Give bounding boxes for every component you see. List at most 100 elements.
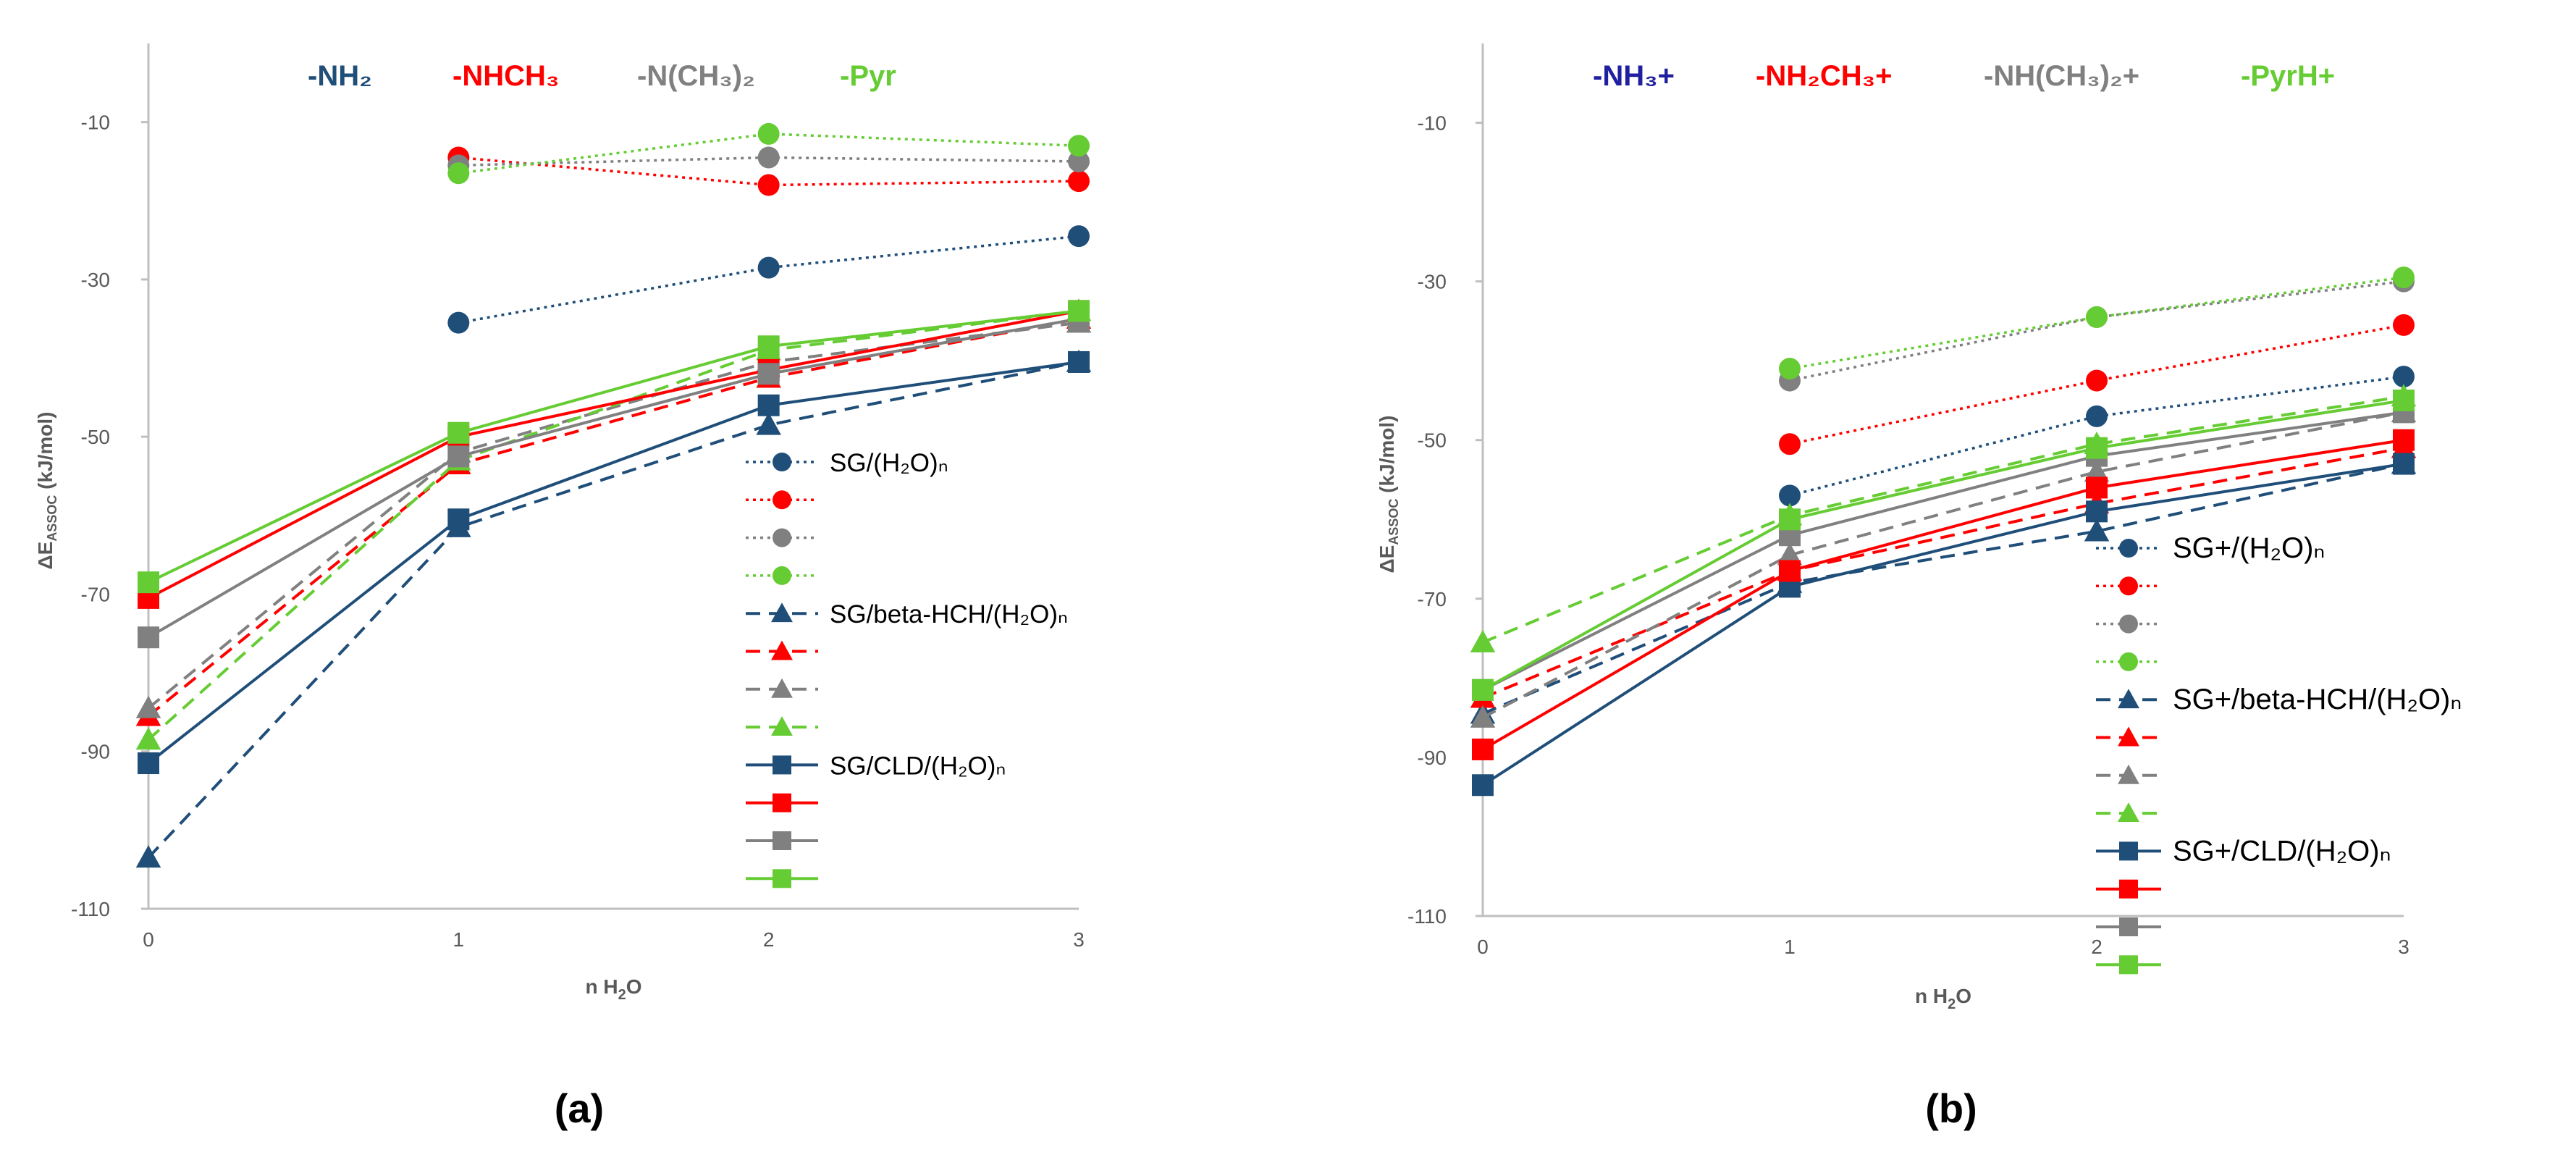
y-tick-label: -90 <box>81 741 110 763</box>
panel-label: (b) <box>1925 1085 1977 1131</box>
data-point <box>757 146 780 169</box>
y-tick-label: -70 <box>81 583 110 605</box>
x-tick-label: 2 <box>763 928 775 951</box>
y-axis-label: ΔEASSOC (kJ/mol) <box>34 412 59 570</box>
series-line <box>458 156 1079 167</box>
y-tick-label: -10 <box>81 112 110 134</box>
legend-marker <box>2118 689 2139 709</box>
data-point <box>757 174 780 196</box>
series-line <box>147 361 1079 859</box>
legend-marker <box>771 640 793 660</box>
x-axis-label-main: n H <box>585 975 618 998</box>
series-group-title: -NH₃+ <box>1593 60 1675 92</box>
data-point <box>2086 405 2108 427</box>
legend-marker <box>2119 652 2138 671</box>
data-point <box>138 571 159 594</box>
data-point <box>1068 225 1090 248</box>
legend-marker <box>773 566 791 585</box>
legend: SG+/(H₂O)ₙ SG+/beta-HCH/(H₂O)ₙ SG+/CLD/(H₂… <box>2096 532 2462 975</box>
x-axis-label-rest: O <box>1956 985 1971 1007</box>
series-group-title: -N(CH₃)₂ <box>637 60 755 92</box>
x-tick-label: 1 <box>453 928 465 951</box>
legend-marker <box>771 716 793 736</box>
data-point <box>2393 314 2415 336</box>
legend-marker <box>2119 614 2138 634</box>
data-point <box>135 695 161 718</box>
legend-marker <box>773 755 791 775</box>
series-0 <box>1779 366 2415 507</box>
legend-marker <box>773 869 791 888</box>
data-point <box>1779 508 1801 531</box>
legend-marker <box>2118 726 2139 747</box>
series-line <box>458 235 1079 324</box>
data-point <box>1470 629 1496 652</box>
y-axis-label-rest: (kJ/mol) <box>1376 416 1398 499</box>
series-line <box>1482 446 2404 699</box>
data-point <box>138 626 159 649</box>
series-7 <box>135 298 1092 750</box>
data-point <box>2084 459 2110 482</box>
data-point <box>757 122 780 145</box>
legend-label: SG+/CLD/(H₂O)ₙ <box>2173 835 2391 867</box>
data-point <box>756 412 781 435</box>
series-line <box>1789 375 2404 497</box>
x-tick-label: 2 <box>2091 936 2103 958</box>
x-axis-label-rest: O <box>626 975 642 998</box>
data-point <box>1779 560 1801 582</box>
data-point <box>1472 678 1494 701</box>
series-group-title: -PyrH+ <box>2241 60 2335 92</box>
series-group-title: -NHCH₃ <box>453 60 559 92</box>
series-line <box>147 321 1079 710</box>
data-point <box>135 845 161 868</box>
data-point <box>1470 705 1496 728</box>
series-line <box>1482 398 2404 692</box>
legend-marker <box>2119 841 2138 861</box>
data-point <box>447 162 470 185</box>
legend-label: SG+/beta-HCH/(H₂O)ₙ <box>2173 684 2462 715</box>
series-line <box>1482 411 2404 692</box>
y-tick-label: -30 <box>1418 271 1447 293</box>
legend-marker <box>771 678 793 698</box>
data-point <box>757 394 780 416</box>
legend-marker <box>773 831 791 850</box>
legend: SG/(H₂O)ₙ SG/beta-HCH/(H₂O)ₙ SG/CLD/(H₂O)ₙ <box>746 449 1068 888</box>
series-11 <box>1472 389 2415 701</box>
x-axis-label: n H2O <box>585 975 641 1003</box>
y-axis-label-main: ΔE <box>34 542 56 570</box>
series-8 <box>138 350 1090 775</box>
y-tick-label: -50 <box>1418 429 1447 452</box>
data-point <box>1068 350 1090 373</box>
data-point <box>2393 429 2415 451</box>
series-line <box>1482 411 2404 719</box>
y-tick-label: -70 <box>1418 588 1447 610</box>
data-point <box>447 421 470 444</box>
data-point <box>2393 366 2415 388</box>
data-point <box>757 256 780 279</box>
legend-label: SG/CLD/(H₂O)ₙ <box>830 752 1006 780</box>
legend-marker <box>2118 764 2139 784</box>
y-tick-label: -10 <box>1418 112 1447 135</box>
data-point <box>2086 476 2108 499</box>
series-1 <box>1779 314 2415 455</box>
x-axis-label-sub: 2 <box>1948 996 1956 1012</box>
legend-marker <box>2119 539 2138 558</box>
series-line <box>1481 438 2404 751</box>
data-point <box>1068 170 1090 193</box>
legend-marker <box>2118 802 2139 823</box>
data-point <box>1068 150 1090 172</box>
series-line <box>147 317 1079 718</box>
series-line <box>148 309 1079 600</box>
data-point <box>1472 774 1494 797</box>
legend-marker <box>773 490 791 510</box>
series-line <box>1481 462 2404 786</box>
data-point <box>447 508 470 531</box>
series-11 <box>138 300 1090 594</box>
series-line <box>1482 395 2404 644</box>
data-point <box>1779 358 1801 380</box>
y-tick-label: -110 <box>1407 905 1447 928</box>
series-line <box>147 360 1079 765</box>
series-line <box>1789 276 2404 370</box>
